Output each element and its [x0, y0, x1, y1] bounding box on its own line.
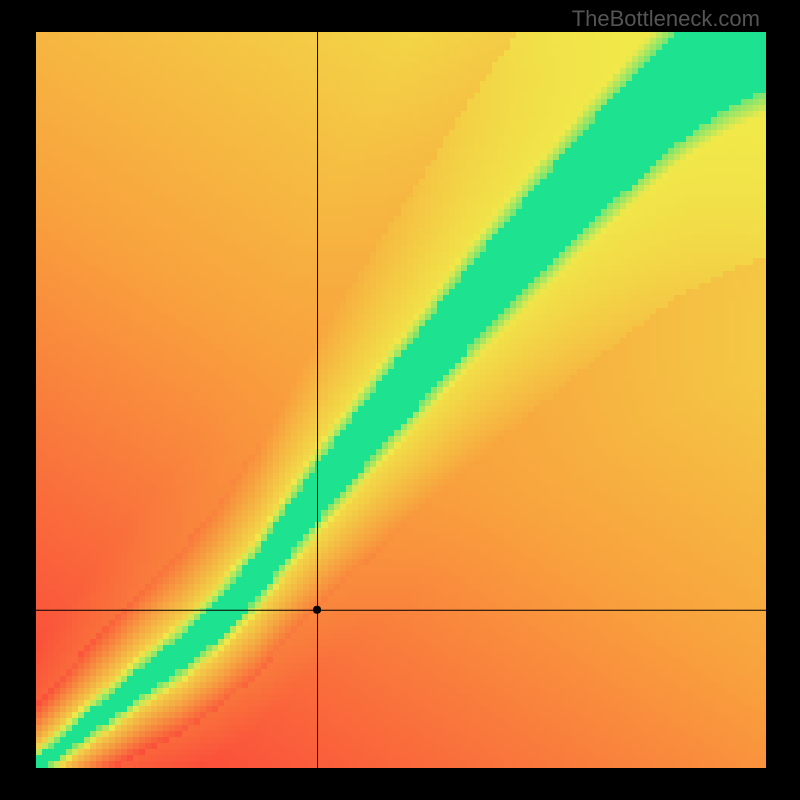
bottleneck-heatmap	[36, 32, 766, 768]
watermark-text: TheBottleneck.com	[572, 6, 760, 32]
chart-container: TheBottleneck.com	[0, 0, 800, 800]
